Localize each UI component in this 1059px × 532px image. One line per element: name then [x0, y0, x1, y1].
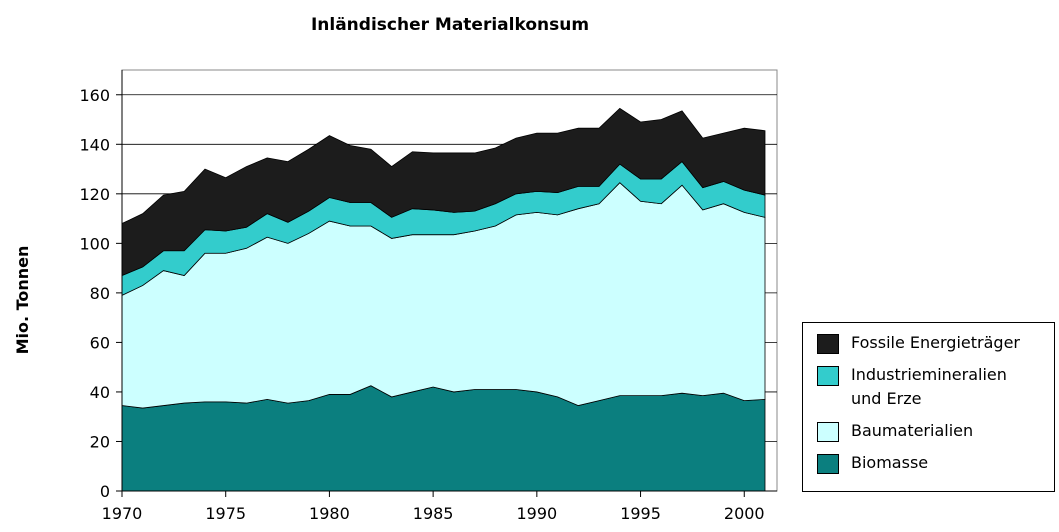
y-tick-label: 80 — [90, 284, 110, 303]
x-tick-label: 1970 — [102, 504, 143, 523]
legend-label: Industriemineralien und Erze — [851, 365, 1007, 408]
y-tick-label: 60 — [90, 333, 110, 352]
y-tick-label: 120 — [79, 185, 110, 204]
x-tick-label: 1975 — [205, 504, 246, 523]
area — [121, 107, 766, 277]
y-tick-label: 140 — [79, 135, 110, 154]
legend-label: Baumaterialien — [851, 421, 974, 440]
y-tick-label: 40 — [90, 383, 110, 402]
x-tick-label: 1985 — [413, 504, 454, 523]
y-tick-label: 160 — [79, 86, 110, 105]
legend-item: Baumaterialien — [817, 419, 1048, 443]
y-tick-label: 100 — [79, 234, 110, 253]
legend-swatch — [817, 422, 839, 442]
x-tick-label: 1980 — [309, 504, 350, 523]
x-tick-label: 1990 — [516, 504, 557, 523]
y-axis-label: Mio. Tonnen — [13, 246, 32, 355]
legend-swatch — [817, 454, 839, 474]
legend-swatch — [817, 334, 839, 354]
legend: Fossile Energieträger Industriemineralien… — [802, 322, 1055, 492]
legend-swatch — [817, 366, 839, 386]
x-tick-label: 2000 — [724, 504, 765, 523]
x-tick-label: 1995 — [620, 504, 661, 523]
y-tick-label: 0 — [100, 482, 110, 501]
legend-item: Fossile Energieträger — [817, 331, 1048, 355]
y-tick-label: 20 — [90, 432, 110, 451]
legend-item: Industriemineralien und Erze — [817, 363, 1048, 411]
legend-item: Biomasse — [817, 451, 1048, 475]
legend-label: Fossile Energieträger — [851, 333, 1020, 352]
legend-label: Biomasse — [851, 453, 929, 472]
chart-title: Inländischer Materialkonsum — [311, 15, 589, 35]
